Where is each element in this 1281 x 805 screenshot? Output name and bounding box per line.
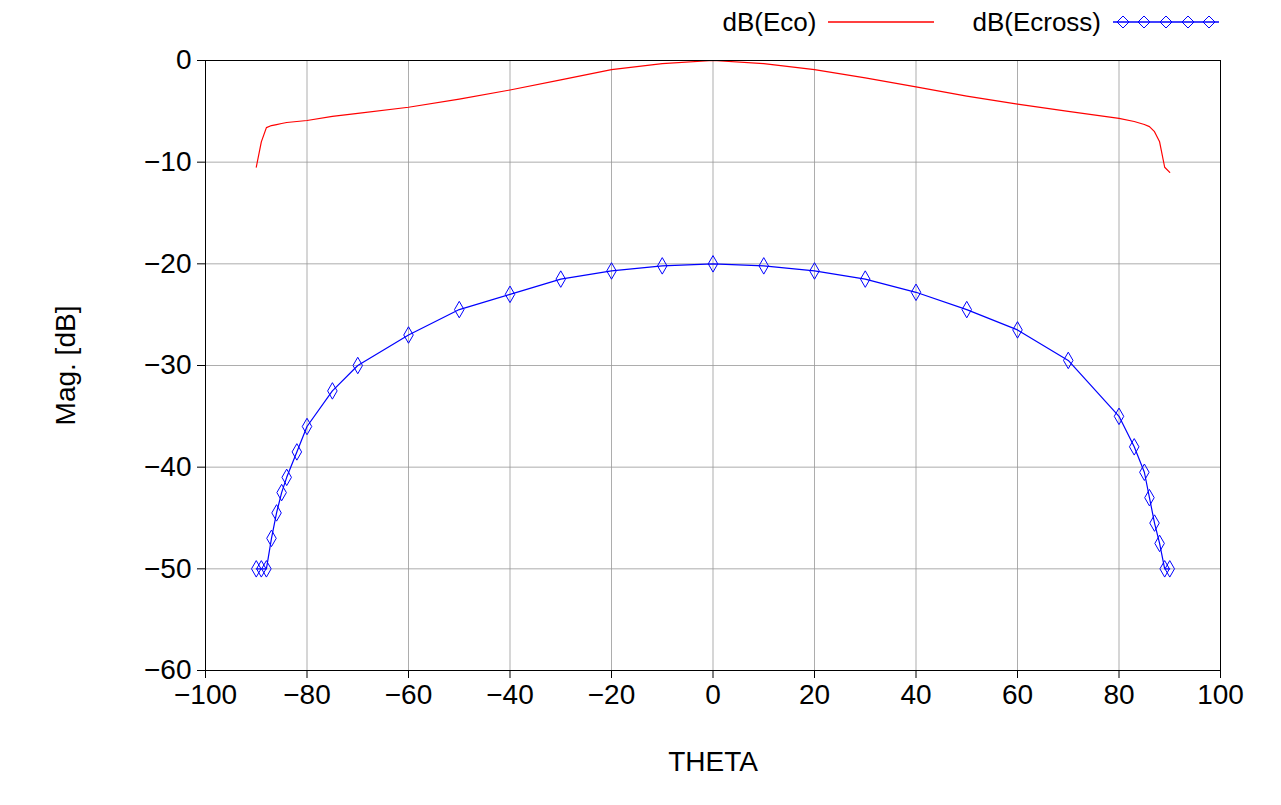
svg-text:0: 0	[705, 679, 721, 710]
svg-text:60: 60	[1002, 679, 1033, 710]
svg-text:−60: −60	[385, 679, 433, 710]
svg-text:THETA: THETA	[668, 746, 758, 777]
svg-text:40: 40	[900, 679, 931, 710]
html-text:dB(Eco): dB(Eco)	[722, 6, 817, 37]
svg-text:−20: −20	[144, 248, 192, 279]
html-text:dB(Ecross): dB(Ecross)	[972, 6, 1101, 37]
svg-text:−40: −40	[486, 679, 534, 710]
svg-text:−50: −50	[144, 553, 192, 584]
svg-text:−30: −30	[144, 349, 192, 380]
svg-text:20: 20	[799, 679, 830, 710]
svg-text:80: 80	[1103, 679, 1134, 710]
svg-text:0: 0	[176, 44, 192, 75]
svg-text:−40: −40	[144, 451, 192, 482]
svg-text:Mag. [dB]: Mag. [dB]	[50, 306, 81, 426]
svg-text:−80: −80	[283, 679, 331, 710]
svg-text:−10: −10	[144, 146, 192, 177]
svg-text:−100: −100	[174, 679, 237, 711]
svg-text:−20: −20	[588, 679, 636, 710]
svg-text:−60: −60	[144, 654, 192, 685]
svg-text:100: 100	[1197, 679, 1244, 710]
